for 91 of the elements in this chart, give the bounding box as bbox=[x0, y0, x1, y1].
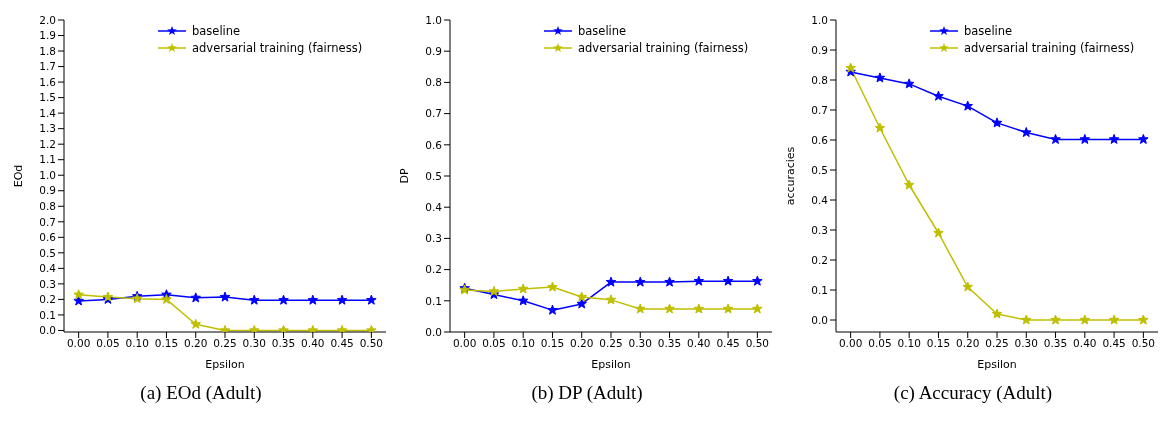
x-tick-label: 0.05 bbox=[868, 337, 892, 350]
y-tick-label: 0.3 bbox=[39, 277, 56, 290]
y-tick-label: 0.8 bbox=[39, 200, 56, 212]
y-tick-label: 1.2 bbox=[39, 137, 56, 150]
y-tick-label: 0.2 bbox=[425, 263, 442, 276]
x-tick-label: 0.35 bbox=[271, 337, 296, 350]
x-axis-title: Epsilon bbox=[205, 358, 245, 371]
y-tick-label: 0.0 bbox=[425, 325, 442, 338]
y-tick-label: 1.0 bbox=[811, 13, 828, 26]
x-tick-label: 0.10 bbox=[511, 337, 535, 350]
legend-label: baseline bbox=[578, 23, 627, 38]
y-tick-label: 0.9 bbox=[425, 44, 442, 57]
y-tick-label: 0.0 bbox=[39, 324, 56, 337]
y-tick-label: 0.3 bbox=[425, 232, 442, 245]
x-tick-label: 0.45 bbox=[716, 337, 740, 350]
y-tick-label: 0.6 bbox=[39, 231, 57, 244]
x-tick-label: 0.50 bbox=[745, 337, 770, 350]
x-tick-label: 0.50 bbox=[359, 337, 384, 350]
x-tick-label: 0.10 bbox=[897, 337, 921, 350]
text: (a) EOd (Adult) bbox=[139, 382, 263, 404]
y-tick-label: 0.4 bbox=[811, 193, 829, 206]
y-tick-label: 0.5 bbox=[425, 169, 442, 182]
y-tick-label: 1.0 bbox=[425, 13, 442, 26]
y-tick-label: 0.6 bbox=[425, 138, 443, 151]
x-tick-label: 0.20 bbox=[570, 337, 594, 350]
legend-label: baseline bbox=[964, 23, 1013, 38]
x-tick-label: 0.20 bbox=[184, 337, 208, 350]
x-tick-label: 0.25 bbox=[985, 337, 1009, 350]
x-tick-label: 0.00 bbox=[66, 337, 91, 350]
y-tick-label: 0.1 bbox=[811, 283, 828, 296]
x-tick-label: 0.15 bbox=[154, 337, 179, 350]
x-tick-label: 0.45 bbox=[330, 337, 354, 350]
y-tick-label: 0.4 bbox=[39, 262, 57, 275]
x-tick-label: 0.15 bbox=[540, 337, 565, 350]
x-tick-label: 0.00 bbox=[838, 337, 863, 350]
x-tick-label: 0.45 bbox=[1102, 337, 1126, 350]
x-tick-label: 0.35 bbox=[1043, 337, 1068, 350]
y-axis-title: accuracies bbox=[783, 146, 797, 206]
x-tick-label: 0.50 bbox=[1131, 337, 1156, 350]
y-tick-label: 0.9 bbox=[811, 43, 828, 56]
y-tick-label: 0.8 bbox=[811, 73, 828, 86]
x-tick-label: 0.00 bbox=[452, 337, 477, 350]
y-tick-label: 0.3 bbox=[811, 223, 828, 236]
legend-label: adversarial training (fairness) bbox=[964, 40, 1135, 55]
y-tick-label: 0.7 bbox=[39, 215, 56, 228]
x-tick-label: 0.20 bbox=[956, 337, 980, 350]
y-tick-label: 0.1 bbox=[425, 294, 442, 307]
y-tick-label: 0.5 bbox=[811, 163, 828, 176]
y-tick-label: 1.1 bbox=[39, 153, 56, 166]
x-tick-label: 0.25 bbox=[213, 337, 237, 350]
x-tick-label: 0.30 bbox=[242, 337, 266, 350]
x-tick-label: 0.30 bbox=[628, 337, 652, 350]
x-axis-title: Epsilon bbox=[977, 358, 1017, 371]
legend-label: adversarial training (fairness) bbox=[192, 40, 363, 55]
x-tick-label: 0.25 bbox=[599, 337, 623, 350]
text: (c) Accuracy (Adult) bbox=[892, 382, 1054, 404]
x-axis-title: Epsilon bbox=[591, 358, 631, 371]
y-tick-label: 0.7 bbox=[811, 103, 828, 116]
y-tick-label: 1.5 bbox=[39, 91, 56, 104]
x-tick-label: 0.40 bbox=[1073, 337, 1097, 350]
y-axis-title: EOd bbox=[11, 164, 25, 188]
y-tick-label: 0.7 bbox=[425, 107, 442, 120]
legend-label: adversarial training (fairness) bbox=[578, 40, 749, 55]
x-tick-label: 0.05 bbox=[96, 337, 120, 350]
y-tick-label: 0.6 bbox=[811, 133, 829, 146]
y-tick-label: 1.0 bbox=[39, 168, 56, 181]
y-tick-label: 0.2 bbox=[39, 293, 56, 306]
x-tick-label: 0.35 bbox=[657, 337, 682, 350]
y-tick-label: 1.6 bbox=[39, 75, 57, 88]
y-tick-label: 0.4 bbox=[425, 200, 443, 213]
y-tick-label: 2.0 bbox=[39, 13, 56, 26]
x-tick-label: 0.40 bbox=[301, 337, 325, 350]
y-tick-label: 1.7 bbox=[39, 60, 56, 73]
x-tick-label: 0.15 bbox=[926, 337, 951, 350]
y-tick-label: 1.3 bbox=[39, 122, 56, 135]
y-tick-label: 0.9 bbox=[39, 184, 56, 197]
legend-label: baseline bbox=[192, 23, 241, 38]
y-tick-label: 0.1 bbox=[39, 308, 56, 321]
x-tick-label: 0.40 bbox=[687, 337, 711, 350]
y-tick-label: 0.8 bbox=[425, 76, 442, 89]
y-tick-label: 1.9 bbox=[39, 29, 56, 42]
x-tick-label: 0.10 bbox=[125, 337, 149, 350]
y-tick-label: 1.4 bbox=[39, 106, 57, 119]
y-tick-label: 0.2 bbox=[811, 253, 828, 266]
x-tick-label: 0.05 bbox=[482, 337, 506, 350]
text: (b) DP (Adult) bbox=[530, 382, 644, 404]
y-tick-label: 0.0 bbox=[811, 313, 828, 326]
y-axis-title: DP bbox=[397, 168, 411, 184]
y-tick-label: 0.5 bbox=[39, 246, 56, 259]
y-tick-label: 1.8 bbox=[39, 44, 56, 57]
x-tick-label: 0.30 bbox=[1014, 337, 1038, 350]
